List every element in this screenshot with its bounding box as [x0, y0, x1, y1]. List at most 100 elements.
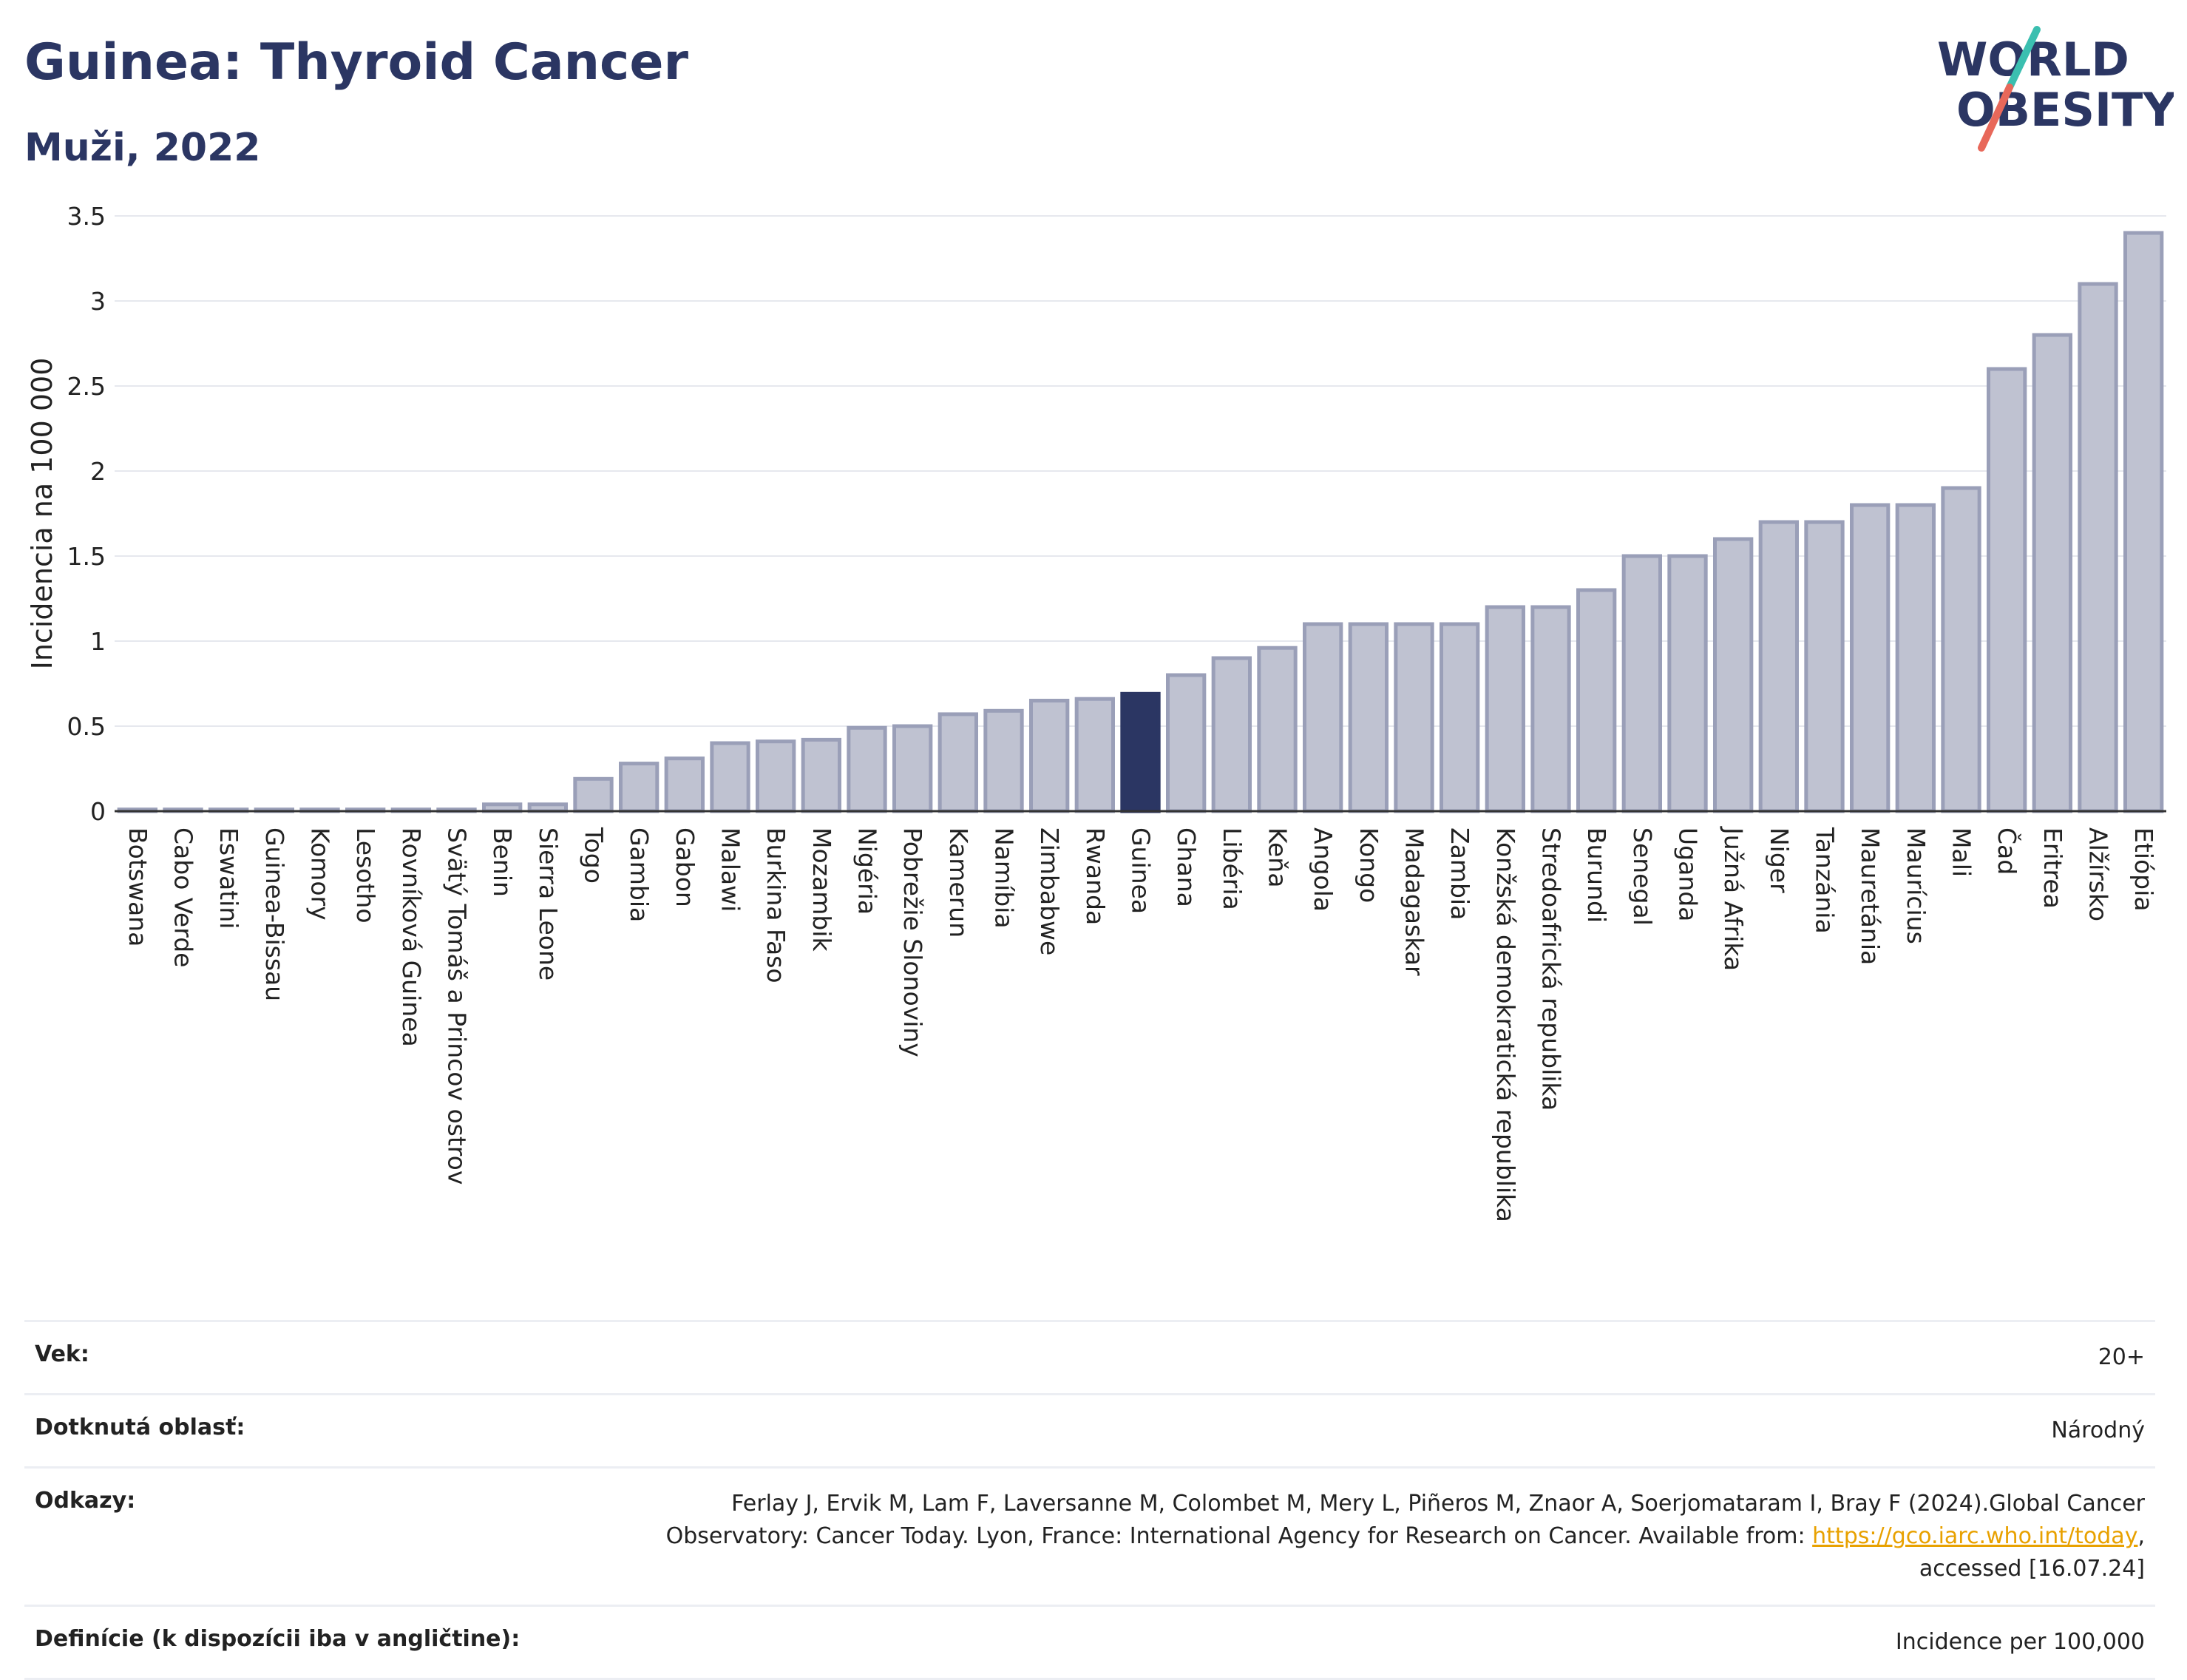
y-tick-label: 0.5	[67, 712, 106, 741]
x-tick-label: Keňa	[1264, 827, 1292, 887]
x-tick-label: Malawi	[716, 827, 745, 912]
bar	[1530, 605, 1571, 813]
bar	[983, 708, 1024, 813]
logo-slash-teal	[2006, 26, 2041, 91]
bar	[2078, 282, 2118, 813]
bar	[1485, 605, 1525, 813]
x-tick-label: Kongo	[1354, 827, 1383, 903]
area-label: Dotknutá oblasť:	[35, 1415, 245, 1440]
bar	[2032, 333, 2073, 813]
y-axis-title: Incidencia na 100 000	[26, 358, 58, 670]
bar	[1941, 486, 1981, 813]
x-tick-label: Lesotho	[351, 827, 380, 924]
x-tick-label: Stredoafrická republika	[1537, 827, 1566, 1111]
bar	[1166, 673, 1207, 813]
bar	[1667, 554, 1708, 813]
age-value: 20+	[2098, 1344, 2145, 1370]
y-tick-label: 2.5	[67, 372, 106, 401]
definitions-label: Definície (k dispozícii iba v angličtine…	[35, 1626, 521, 1652]
bar	[664, 756, 705, 813]
world-obesity-logo: WORLD OBESITY	[1937, 26, 2174, 152]
x-tick-label: Ghana	[1172, 827, 1201, 907]
y-tick-label: 3	[90, 287, 106, 316]
x-tick-label: Benin	[488, 827, 517, 897]
x-tick-label: Svätý Tomáš a Princov ostrov	[443, 827, 472, 1185]
references-link[interactable]: https://gco.iarc.who.int/today	[1812, 1523, 2138, 1549]
x-tick-label: Mozambik	[807, 827, 836, 952]
info-row-definitions: Definície (k dispozícii iba v angličtine…	[24, 1605, 2155, 1680]
x-tick-label: Niger	[1765, 827, 1794, 893]
area-value: Národný	[2051, 1418, 2145, 1443]
y-tick-label: 2	[90, 457, 106, 486]
bar	[1303, 622, 1343, 813]
x-tick-label: Etiópia	[2129, 827, 2158, 912]
x-tick-label: Kamerun	[944, 827, 973, 938]
logo-slash-red	[1978, 84, 2013, 152]
y-tick-label: 3.5	[67, 202, 106, 231]
x-tick-label: Eswatini	[214, 827, 243, 929]
x-tick-label: Uganda	[1674, 827, 1703, 921]
bar	[1987, 367, 2027, 813]
info-row-area: Dotknutá oblasť: Národný	[24, 1393, 2155, 1466]
x-tick-label: Južná Afrika	[1719, 826, 1748, 971]
definitions-value: Incidence per 100,000	[1895, 1629, 2145, 1655]
references-text: Ferlay J, Ervik M, Lam F, Laversanne M, …	[665, 1491, 2145, 1549]
x-tick-label: Cabo Verde	[169, 827, 198, 967]
bar	[1440, 622, 1480, 813]
x-tick-label: Libéria	[1218, 827, 1247, 910]
bar	[1348, 622, 1389, 813]
bar	[710, 741, 750, 813]
x-tick-label: Madagaskar	[1400, 827, 1429, 976]
x-tick-label: Tanzánia	[1811, 827, 1840, 934]
info-table: Vek: 20+ Dotknutá oblasť: Národný Odkazy…	[24, 1320, 2155, 1680]
references-suffix: , accessed [16.07.24]	[1919, 1523, 2145, 1582]
x-tick-label: Senegal	[1628, 827, 1657, 926]
x-tick-label: Botswana	[123, 827, 152, 946]
y-tick-label: 1	[90, 627, 106, 656]
x-tick-label: Sierra Leone	[534, 827, 563, 980]
bar	[573, 776, 614, 813]
bar	[2123, 231, 2164, 813]
bar	[1850, 503, 1891, 813]
bar	[1211, 656, 1252, 813]
bar	[1074, 697, 1115, 813]
bar	[1257, 646, 1298, 813]
bar	[1621, 554, 1663, 813]
bar	[1713, 537, 1754, 813]
info-row-age: Vek: 20+	[24, 1320, 2155, 1393]
bar	[619, 762, 660, 813]
x-tick-label: Burkina Faso	[762, 827, 790, 983]
x-tick-label: Komory	[306, 827, 335, 921]
bar	[892, 724, 933, 813]
page-title: Guinea: Thyroid Cancer	[24, 33, 689, 92]
bar	[937, 712, 978, 813]
y-tick-label: 0	[90, 797, 106, 826]
x-tick-label: Nigéria	[853, 827, 882, 915]
bar	[1029, 699, 1070, 813]
x-tick-label: Guinea	[1127, 827, 1156, 914]
x-tick-label: Maurícius	[1902, 827, 1930, 944]
bar	[756, 739, 796, 813]
x-tick-label: Mauretánia	[1856, 827, 1885, 965]
x-tick-label: Namíbia	[990, 827, 1019, 929]
bar	[1576, 588, 1617, 813]
x-tick-label: Rovníková Guinea	[397, 827, 426, 1047]
page-subtitle: Muži, 2022	[24, 126, 261, 170]
bar	[801, 737, 841, 813]
bar	[1120, 691, 1161, 813]
bar	[847, 725, 887, 813]
x-tick-label: Čad	[1993, 827, 2022, 875]
bar	[1895, 503, 1936, 813]
x-tick-label: Mali	[1947, 827, 1976, 877]
x-tick-label: Gabon	[671, 827, 699, 907]
x-tick-label: Burundi	[1582, 827, 1611, 923]
age-label: Vek:	[35, 1341, 89, 1367]
x-tick-label: Alžírsko	[2084, 827, 2113, 921]
x-tick-label: Angola	[1309, 827, 1337, 912]
x-tick-label: Konžská demokratická republika	[1491, 827, 1520, 1222]
x-tick-label: Pobrežie Slonoviny	[898, 827, 927, 1057]
bar	[1804, 520, 1845, 813]
x-tick-label: Gambia	[625, 827, 654, 922]
y-tick-label: 1.5	[67, 542, 106, 571]
bar	[1394, 622, 1434, 813]
